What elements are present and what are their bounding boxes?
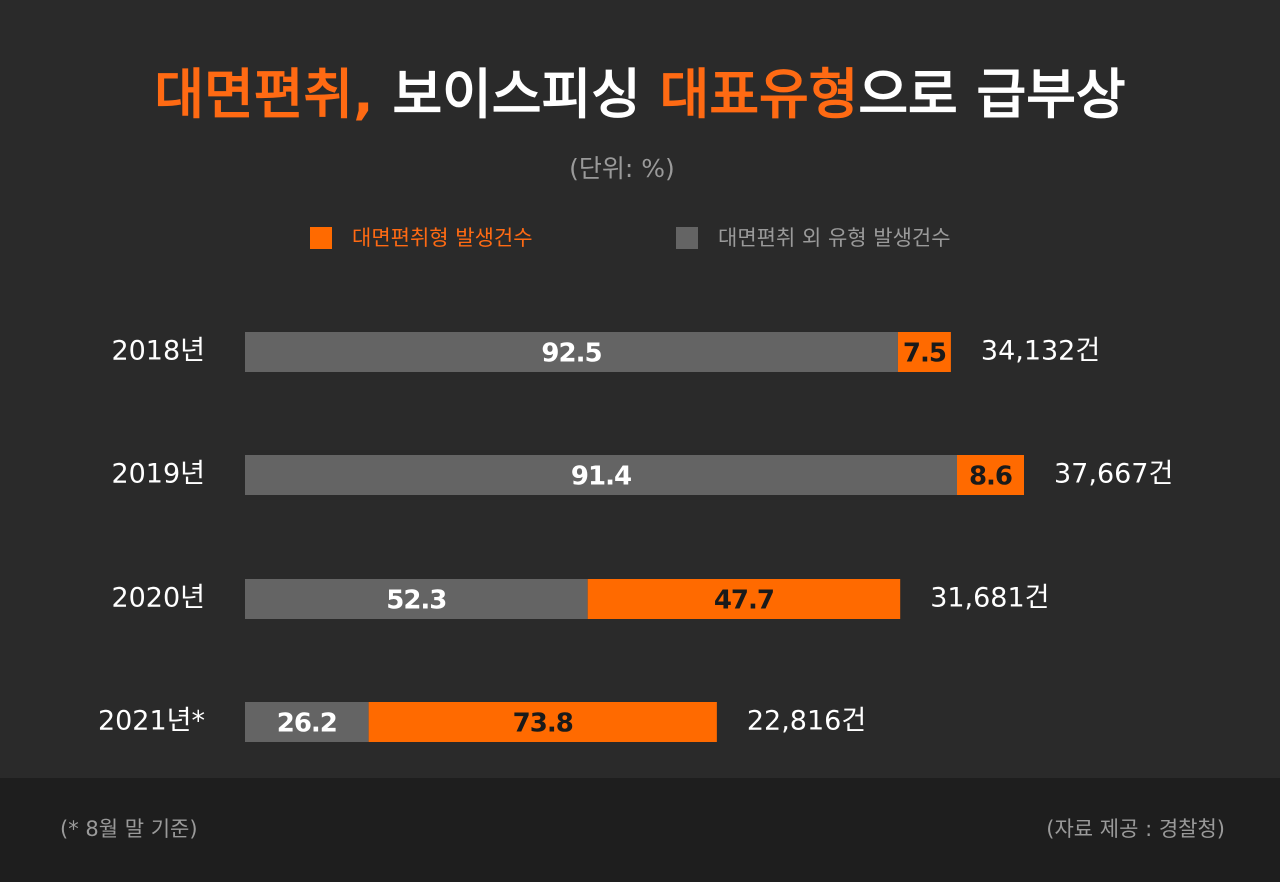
value-label: 26.2 (277, 709, 337, 739)
footer-band (0, 778, 1280, 882)
value-label: 47.7 (714, 586, 774, 616)
category-label: 2019년 (111, 459, 205, 490)
subtitle: (단위: %) (569, 154, 675, 183)
value-label: 7.5 (903, 339, 946, 369)
chart-title: 대면편취, 보이스피싱 대표유형으로 급부상 (154, 63, 1125, 126)
value-label: 91.4 (571, 462, 631, 492)
title-part: 대면편취, (154, 63, 373, 126)
background (0, 0, 1280, 778)
bar-segment (245, 332, 898, 372)
title-part: 보이스피싱 (374, 63, 660, 126)
total-label: 22,816건 (747, 706, 866, 737)
value-label: 73.8 (513, 709, 573, 739)
title-part: 대표유형 (660, 63, 859, 126)
category-label: 2020년 (111, 583, 205, 614)
legend-swatch (310, 227, 332, 249)
total-label: 31,681건 (930, 583, 1049, 614)
bar-segment (245, 702, 369, 742)
bar-segment (368, 702, 717, 742)
total-label: 34,132건 (981, 336, 1100, 367)
total-label: 37,667건 (1054, 459, 1173, 490)
category-label: 2021년* (98, 706, 205, 737)
value-label: 52.3 (386, 586, 446, 616)
title-part: 으로 급부상 (858, 63, 1125, 126)
bar-segment (245, 455, 958, 495)
source: (자료 제공 : 경찰청) (1046, 817, 1225, 841)
value-label: 8.6 (969, 462, 1012, 492)
legend-label: 대면편취형 발생건수 (352, 226, 533, 250)
bar-segment (587, 579, 901, 619)
bar-segment (245, 579, 588, 619)
legend-swatch (676, 227, 698, 249)
bar-segment (957, 455, 1024, 495)
legend-label: 대면편취 외 유형 발생건수 (718, 226, 951, 250)
bar-segment (897, 332, 951, 372)
footnote: (* 8월 말 기준) (60, 817, 198, 841)
category-label: 2018년 (111, 336, 205, 367)
value-label: 92.5 (541, 339, 601, 369)
